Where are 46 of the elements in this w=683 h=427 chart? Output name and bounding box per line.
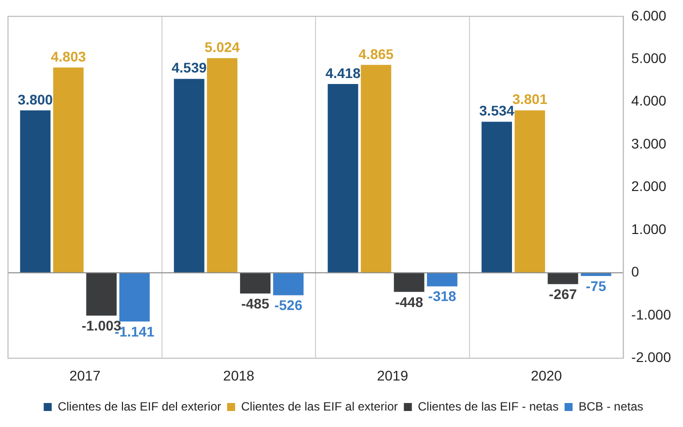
bar	[53, 68, 84, 273]
y-tick-label: 2.000	[631, 178, 667, 194]
data-label: 4.865	[358, 46, 394, 62]
data-label: -267	[548, 286, 578, 302]
bar	[86, 272, 117, 316]
y-tick-label: -2.000	[631, 349, 672, 366]
data-label: 4.539	[172, 60, 207, 76]
bar	[360, 64, 392, 273]
bar	[482, 122, 512, 273]
data-label: 5.024	[204, 38, 240, 55]
x-tick-label: 2019	[376, 367, 408, 384]
data-label: -526	[274, 297, 303, 314]
data-label: 3.801	[512, 91, 548, 108]
x-tick-label: 2018	[223, 367, 255, 384]
y-tick-label: 0	[631, 264, 640, 280]
bar	[273, 272, 304, 296]
legend-label: BCB - netas	[578, 399, 644, 414]
data-label: 3.534	[479, 102, 515, 119]
data-label: -448	[395, 294, 424, 310]
data-label: 4.803	[50, 48, 86, 64]
x-tick-label: 2017	[69, 367, 101, 384]
legend-label: Clientes de las EIF - netas	[418, 399, 559, 414]
y-tick-label: 5.000	[631, 50, 667, 66]
bar	[328, 84, 358, 273]
bar	[174, 78, 204, 273]
data-label: 3.800	[18, 91, 54, 108]
legend-label: Clientes de las EIF del exterior	[58, 399, 222, 414]
bar	[119, 272, 150, 322]
data-label: -75	[586, 278, 606, 294]
bar	[394, 272, 424, 292]
y-tick-label: 6.000	[631, 7, 667, 24]
bar	[240, 272, 270, 294]
x-tick-label: 2020	[530, 367, 562, 384]
data-label: 4.418	[325, 64, 361, 81]
y-tick-label: 4.000	[631, 92, 667, 109]
y-tick-label: 1.000	[631, 220, 667, 237]
data-label: -318	[428, 288, 456, 304]
bar	[514, 110, 546, 273]
y-tick-label: -1.000	[631, 306, 672, 322]
y-tick-label: 3.000	[631, 135, 667, 152]
bar	[548, 272, 578, 284]
legend-label: Clientes de las EIF al exterior	[241, 399, 398, 414]
bar	[206, 58, 238, 273]
bar	[20, 110, 51, 273]
bar	[426, 272, 458, 286]
data-label: -485	[241, 295, 270, 312]
